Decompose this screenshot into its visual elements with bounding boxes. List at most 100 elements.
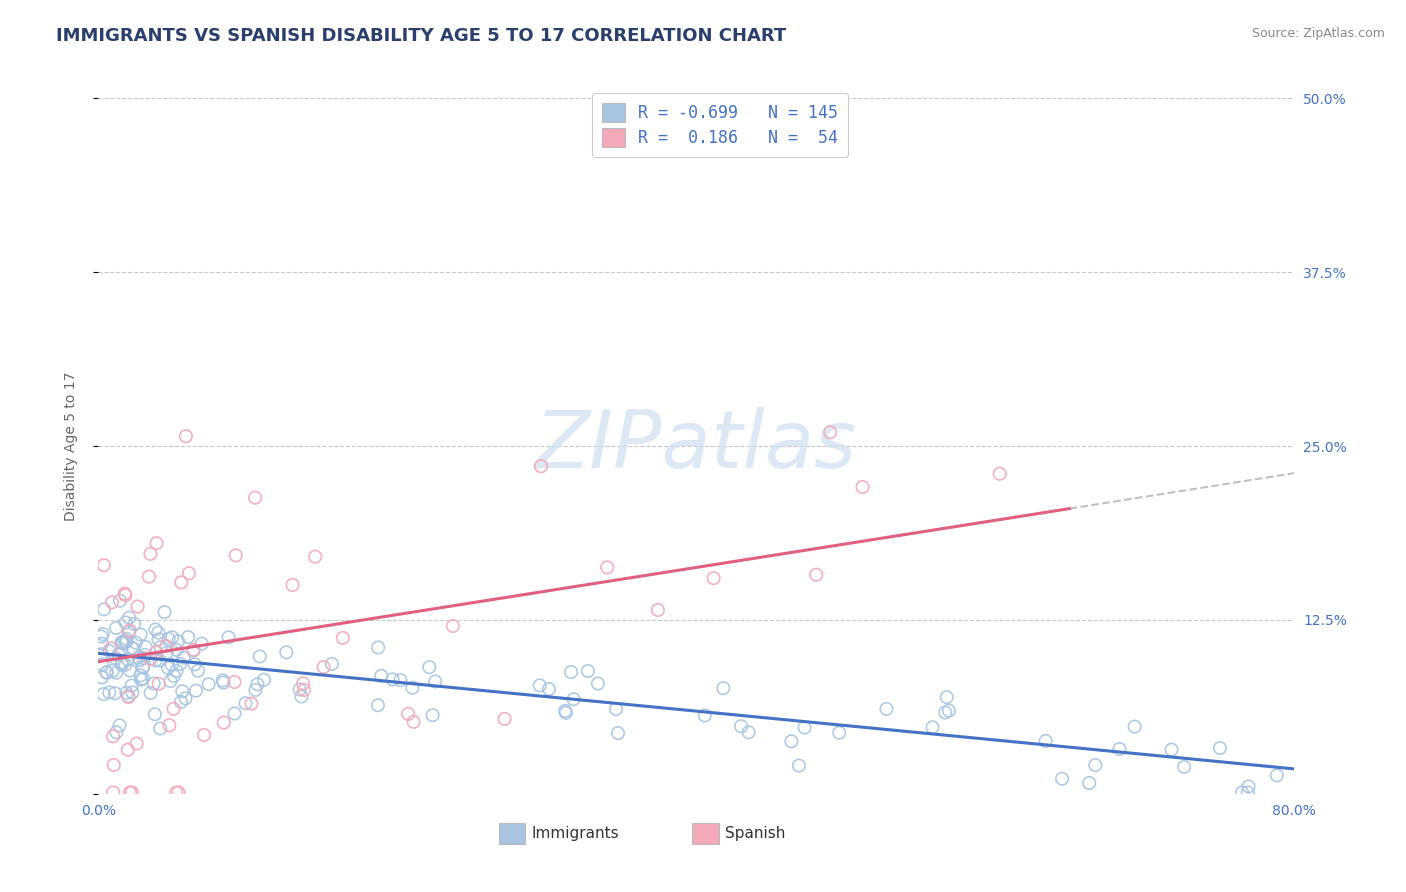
Point: [530, 459, 553, 474]
Point: [253, 673, 276, 687]
Point: [1108, 742, 1130, 756]
Point: [693, 708, 716, 723]
Point: [605, 702, 627, 716]
Point: [115, 686, 138, 700]
Point: [422, 708, 444, 723]
Point: [174, 429, 197, 443]
Point: [806, 567, 828, 582]
Point: [138, 569, 160, 583]
Point: [418, 660, 440, 674]
Point: [1160, 742, 1182, 756]
Point: [292, 682, 315, 697]
Point: [332, 631, 354, 645]
Point: [211, 673, 233, 688]
Point: [1230, 785, 1253, 799]
Point: [101, 785, 124, 799]
Point: [793, 721, 815, 735]
Y-axis label: Disability Age 5 to 17: Disability Age 5 to 17: [63, 371, 77, 521]
Point: [288, 682, 311, 697]
FancyBboxPatch shape: [499, 823, 524, 844]
Point: [281, 578, 304, 592]
Point: [165, 785, 187, 799]
Point: [129, 668, 152, 682]
Point: [105, 665, 128, 680]
Point: [304, 549, 326, 564]
Point: [148, 677, 170, 691]
Point: [240, 697, 263, 711]
Point: [159, 674, 181, 689]
Text: Spanish: Spanish: [724, 826, 785, 841]
Point: [401, 681, 423, 695]
Point: [183, 642, 205, 657]
Point: [224, 706, 246, 721]
Point: [938, 704, 960, 718]
Point: [149, 722, 172, 736]
Point: [249, 649, 271, 664]
Point: [157, 661, 180, 675]
Point: [114, 635, 136, 649]
Legend: R = -0.699   N = 145, R =  0.186   N =  54: R = -0.699 N = 145, R = 0.186 N = 54: [592, 93, 848, 157]
Point: [169, 657, 191, 671]
Point: [441, 619, 464, 633]
Text: Immigrants: Immigrants: [531, 826, 619, 841]
Point: [934, 706, 956, 720]
Point: [91, 637, 114, 651]
Point: [167, 785, 190, 799]
Point: [174, 691, 197, 706]
Point: [117, 743, 139, 757]
Point: [537, 681, 560, 696]
Point: [118, 624, 141, 639]
Point: [167, 634, 190, 648]
Point: [105, 621, 128, 635]
Point: [1236, 785, 1258, 799]
Point: [105, 725, 128, 739]
Point: [101, 664, 124, 678]
Point: [145, 536, 167, 550]
Point: [129, 627, 152, 641]
Point: [647, 603, 669, 617]
Point: [183, 657, 205, 672]
Point: [153, 605, 176, 619]
Point: [225, 549, 247, 563]
Point: [118, 624, 141, 638]
Point: [177, 566, 200, 581]
Point: [134, 648, 156, 662]
Point: [104, 651, 127, 665]
Point: [132, 660, 155, 674]
Point: [100, 641, 122, 656]
Point: [143, 707, 166, 722]
Point: [91, 627, 114, 641]
Point: [1265, 768, 1288, 782]
Point: [554, 706, 576, 720]
Point: [148, 632, 170, 647]
Point: [160, 657, 183, 672]
Point: [730, 719, 752, 733]
Point: [139, 547, 162, 561]
Point: [576, 664, 599, 678]
Point: [1050, 772, 1073, 786]
Point: [125, 737, 148, 751]
Point: [586, 676, 609, 690]
Point: [121, 640, 143, 655]
Point: [114, 615, 136, 630]
Point: [90, 670, 112, 684]
Point: [128, 650, 150, 665]
Point: [121, 679, 143, 693]
Point: [121, 785, 143, 799]
Point: [780, 734, 803, 748]
Point: [145, 645, 167, 659]
Point: [875, 702, 897, 716]
Point: [172, 684, 194, 698]
Point: [108, 718, 131, 732]
Point: [246, 677, 269, 691]
Point: [560, 665, 582, 679]
Point: [98, 685, 121, 699]
Point: [111, 636, 134, 650]
Point: [183, 643, 205, 657]
Point: [101, 595, 124, 609]
Point: [170, 575, 193, 590]
Point: [197, 677, 219, 691]
Point: [737, 725, 759, 739]
Point: [851, 480, 873, 494]
Point: [218, 631, 240, 645]
